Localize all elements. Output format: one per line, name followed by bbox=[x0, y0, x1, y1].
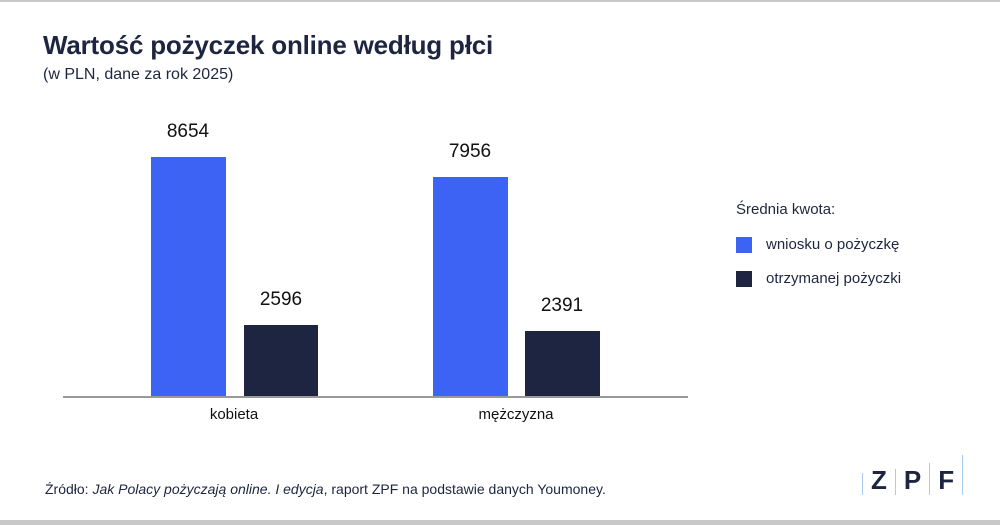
legend-item-otrzymana: otrzymanej pożyczki bbox=[736, 270, 901, 287]
legend-label-otrzymana: otrzymanej pożyczki bbox=[766, 270, 902, 287]
source-note: Źródło: Jak Polacy pożyczają online. I e… bbox=[45, 481, 606, 497]
logo-separator bbox=[962, 455, 964, 495]
legend-swatch-dark-icon bbox=[736, 270, 752, 287]
logo-letter-f: F bbox=[938, 465, 955, 495]
bar-kobieta-wniosek bbox=[151, 157, 226, 397]
legend-label-wniosek: wniosku o pożyczkę bbox=[766, 236, 900, 253]
logo-letter-z: Z bbox=[871, 465, 887, 495]
logo-letter-p: P bbox=[903, 465, 922, 495]
bar-mezczyzna-wniosek bbox=[433, 177, 508, 397]
value-label-kobieta-otrzymana: 2596 bbox=[259, 289, 303, 310]
bottom-border bbox=[0, 520, 1000, 525]
value-label-kobieta-wniosek: 8654 bbox=[166, 121, 210, 142]
x-axis-line bbox=[63, 396, 688, 398]
category-label-mezczyzna: mężczyzna bbox=[478, 406, 554, 423]
legend-title: Średnia kwota: bbox=[736, 201, 836, 218]
logo-separator bbox=[862, 473, 863, 495]
chart-title: Wartość pożyczek online według płci bbox=[43, 30, 494, 60]
value-label-mezczyzna-otrzymana: 2391 bbox=[540, 295, 584, 316]
logo-separator bbox=[894, 469, 896, 495]
logo-separator bbox=[929, 463, 931, 495]
value-label-mezczyzna-wniosek: 7956 bbox=[448, 141, 492, 162]
source-prefix: Źródło: bbox=[45, 481, 93, 497]
bar-mezczyzna-otrzymana bbox=[525, 331, 600, 397]
zpf-logo: Z P F bbox=[862, 455, 964, 495]
chart-subtitle: (w PLN, dane za rok 2025) bbox=[43, 66, 234, 83]
legend-swatch-blue-icon bbox=[736, 236, 752, 253]
bar-kobieta-otrzymana bbox=[244, 325, 318, 397]
source-title: Jak Polacy pożyczają online. I edycja bbox=[92, 481, 324, 497]
source-suffix: , raport ZPF na podstawie danych Youmone… bbox=[323, 481, 606, 497]
category-label-kobieta: kobieta bbox=[209, 406, 259, 423]
top-border bbox=[0, 0, 1000, 2]
legend-item-wniosek: wniosku o pożyczkę bbox=[736, 236, 899, 253]
